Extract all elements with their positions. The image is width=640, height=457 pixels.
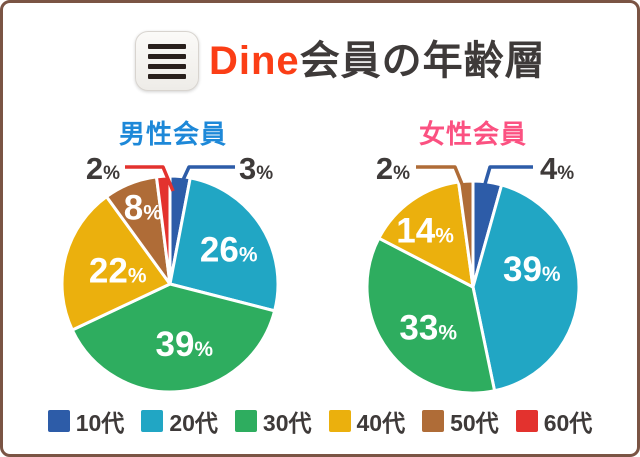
page-title: Dine会員の年齢層 — [209, 33, 546, 89]
menu-line — [148, 43, 186, 49]
legend-item: 30代 — [234, 404, 312, 438]
menu-lines-icon — [135, 31, 199, 91]
outside-value-label: 2% — [86, 151, 120, 186]
menu-line — [148, 53, 186, 59]
page-title-rest: 会員の年齢層 — [299, 39, 546, 83]
female-pie-chart: 39% 33% 14% 2% 4% — [365, 151, 581, 395]
legend-swatch — [234, 410, 257, 432]
brand-name: Dine — [209, 39, 300, 83]
pie-slice-60代 — [154, 174, 172, 286]
pie-slice-20代 — [471, 183, 581, 393]
leader-line — [181, 165, 235, 181]
legend-swatch — [47, 410, 70, 432]
pie-slice-20代 — [168, 176, 280, 313]
menu-line — [148, 73, 186, 79]
legend-item: 40代 — [328, 404, 406, 438]
slice-value-label: 39% — [503, 250, 561, 289]
slice-value-label: 39% — [155, 325, 213, 364]
pie-slice-30代 — [365, 236, 497, 395]
legend-label: 20代 — [169, 410, 218, 436]
slice-value-label: 22% — [89, 252, 147, 291]
age-legend: 10代 20代 30代 40代 50代 60代 — [3, 404, 637, 438]
legend-item: 50代 — [422, 404, 499, 438]
slice-value-label: 14% — [396, 211, 454, 250]
slice-value-label: 8% — [124, 189, 162, 228]
pie-slice-40代 — [60, 195, 172, 332]
male-pie-chart: 26% 39%22% 8%2% 3% — [60, 151, 280, 394]
slice-value-label: 26% — [200, 231, 258, 270]
legend-item: 10代 — [47, 404, 125, 438]
legend-label: 60代 — [543, 410, 593, 436]
legend-label: 10代 — [75, 410, 125, 436]
leader-line — [416, 165, 466, 190]
legend-swatch — [141, 410, 164, 432]
pie-slice-30代 — [70, 282, 277, 394]
legend-swatch — [328, 410, 351, 432]
outside-value-label: 3% — [239, 151, 273, 186]
leader-line — [483, 165, 533, 185]
leader-line — [125, 165, 175, 192]
outside-value-label: 2% — [376, 151, 410, 186]
menu-line — [148, 63, 186, 69]
legend-swatch — [422, 410, 445, 432]
legend-item: 60代 — [515, 404, 593, 438]
legend-label: 40代 — [356, 410, 406, 436]
legend-label: 50代 — [450, 410, 499, 436]
male-chart-title: 男性会員 — [118, 119, 227, 149]
legend-label: 30代 — [262, 410, 312, 436]
pie-slice-40代 — [377, 180, 475, 289]
legend-item: 20代 — [141, 404, 218, 438]
legend-swatch — [515, 410, 538, 432]
pie-charts-canvas: 26%39%22%8%2% 3%39%33%14%2% 4% — [60, 151, 581, 395]
female-chart-title: 女性会員 — [418, 119, 527, 149]
slice-value-label: 33% — [399, 309, 457, 348]
pie-slice-50代 — [457, 179, 475, 289]
outside-value-label: 4% — [540, 151, 574, 186]
